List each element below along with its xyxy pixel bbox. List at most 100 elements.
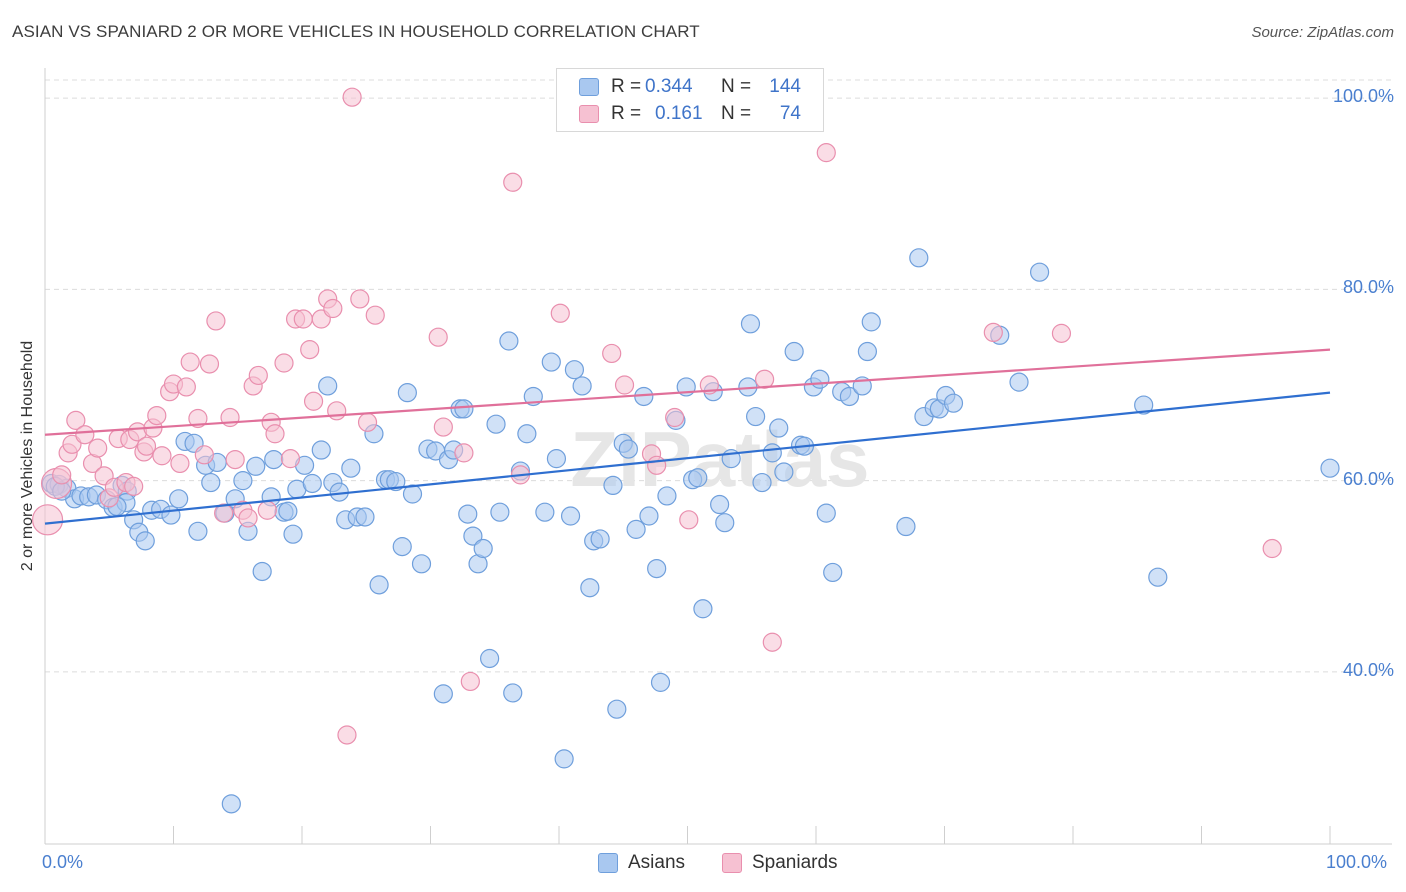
spaniard-point bbox=[152, 446, 172, 466]
spaniard-point bbox=[1051, 323, 1072, 343]
asian-point bbox=[169, 489, 189, 509]
asian-point bbox=[264, 449, 284, 470]
spaniard-point bbox=[194, 445, 214, 465]
spaniard-point bbox=[75, 425, 95, 445]
asian-point bbox=[546, 449, 567, 469]
asian-point bbox=[710, 494, 730, 515]
legend-row-asians: R = 0.344 N = 144 bbox=[579, 75, 801, 99]
asian-point bbox=[590, 529, 610, 549]
asian-point bbox=[554, 749, 574, 769]
spaniard-point bbox=[147, 406, 167, 426]
spaniard-point bbox=[303, 391, 324, 411]
bottom-legend-spaniards: Spaniards bbox=[722, 852, 838, 874]
asian-point bbox=[943, 393, 964, 413]
spaniard-point bbox=[88, 438, 108, 458]
spaniard-point bbox=[665, 407, 685, 428]
spaniard-point bbox=[460, 671, 480, 692]
n-value: 74 bbox=[779, 103, 801, 124]
asian-point bbox=[909, 248, 929, 268]
asian-point bbox=[490, 502, 510, 522]
asian-point bbox=[386, 471, 406, 492]
spaniard-point bbox=[199, 354, 220, 374]
asian-point bbox=[369, 575, 389, 595]
asian-point bbox=[816, 503, 836, 523]
asian-point bbox=[433, 684, 453, 704]
asians-swatch bbox=[579, 78, 599, 96]
asian-point bbox=[810, 369, 830, 389]
asian-point bbox=[201, 472, 221, 493]
asians-legend-swatch bbox=[598, 853, 618, 873]
asian-point bbox=[1134, 395, 1154, 415]
asian-point bbox=[1148, 567, 1168, 587]
r-label: R = bbox=[611, 76, 642, 97]
asian-point bbox=[252, 561, 272, 582]
asian-point bbox=[784, 341, 804, 362]
asian-point bbox=[535, 502, 555, 522]
asian-point bbox=[560, 506, 581, 526]
spaniard-point bbox=[679, 510, 699, 530]
spaniard-point bbox=[365, 305, 385, 325]
spaniard-point bbox=[136, 436, 157, 456]
spaniard-point bbox=[1262, 538, 1282, 559]
spaniard-point bbox=[337, 725, 357, 745]
spaniard-point bbox=[327, 401, 347, 421]
spaniard-point bbox=[293, 309, 313, 329]
y-tick-label-100: 100.0% bbox=[1332, 86, 1394, 106]
asian-point bbox=[572, 376, 592, 396]
asian-point bbox=[233, 471, 253, 491]
r-value: 0.161 bbox=[655, 103, 703, 124]
asian-trend-line bbox=[44, 391, 1331, 525]
asian-point bbox=[693, 599, 713, 619]
asian-point bbox=[480, 648, 500, 669]
asian-point bbox=[499, 331, 519, 351]
spaniard-point bbox=[188, 408, 208, 429]
spaniard-point bbox=[265, 424, 285, 444]
asian-point bbox=[657, 486, 677, 506]
spaniards-swatch bbox=[579, 105, 599, 123]
asian-point bbox=[221, 794, 241, 814]
asian-point bbox=[774, 462, 794, 482]
x-tick-label-100: 100.0% bbox=[1326, 852, 1388, 872]
chart-title: ASIAN VS SPANIARD 2 OR MORE VEHICLES IN … bbox=[12, 22, 700, 41]
asian-point bbox=[839, 386, 860, 407]
asian-point bbox=[715, 513, 735, 533]
spaniard-point bbox=[602, 343, 622, 364]
spaniard-point bbox=[762, 632, 782, 652]
asian-point bbox=[246, 456, 266, 476]
spaniard-point bbox=[274, 353, 294, 373]
asian-point bbox=[302, 473, 322, 494]
asian-point bbox=[135, 531, 155, 551]
asian-point bbox=[278, 501, 298, 521]
asian-point bbox=[355, 507, 375, 527]
asian-point bbox=[473, 538, 493, 559]
spaniard-point bbox=[550, 303, 570, 323]
spaniard-point bbox=[170, 453, 190, 474]
spaniard-point bbox=[983, 322, 1003, 343]
spaniard-point bbox=[428, 327, 448, 347]
asian-point bbox=[517, 424, 537, 444]
stats-legend: R = 0.344 N = 144 R = 0.161 N = 74 bbox=[556, 68, 824, 132]
asian-point bbox=[463, 526, 483, 546]
spaniard-point bbox=[433, 417, 453, 437]
asian-point bbox=[411, 554, 432, 574]
spaniard-point bbox=[52, 465, 72, 485]
asians-legend-label: Asians bbox=[628, 852, 686, 873]
asian-point bbox=[769, 418, 789, 438]
asian-point bbox=[397, 383, 417, 403]
n-label: N = bbox=[721, 76, 752, 97]
spaniard-point bbox=[454, 443, 474, 463]
asian-point bbox=[541, 352, 561, 372]
x-tick-label-0: 0.0% bbox=[42, 852, 84, 872]
n-label: N = bbox=[721, 103, 752, 124]
asian-point bbox=[283, 524, 303, 544]
asian-point bbox=[639, 506, 659, 526]
asian-point bbox=[486, 414, 506, 434]
asian-point bbox=[650, 672, 671, 692]
spaniard-point bbox=[176, 377, 196, 397]
asian-point bbox=[626, 519, 646, 539]
spaniard-point bbox=[225, 449, 245, 470]
spaniard-point bbox=[214, 503, 234, 523]
spaniard-point bbox=[754, 369, 775, 389]
spaniard-point bbox=[342, 87, 362, 107]
